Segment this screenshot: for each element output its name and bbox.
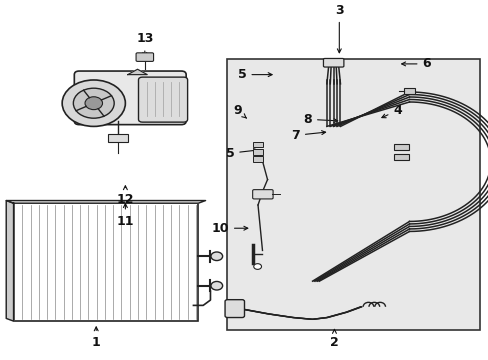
Text: 4: 4: [381, 104, 401, 118]
Polygon shape: [6, 201, 14, 321]
Text: 1: 1: [92, 327, 101, 349]
Bar: [403, 88, 414, 94]
Text: 10: 10: [211, 222, 247, 235]
Bar: [227, 59, 479, 330]
Bar: [14, 203, 198, 321]
Polygon shape: [127, 69, 147, 75]
FancyBboxPatch shape: [74, 71, 186, 125]
Circle shape: [210, 282, 222, 290]
Polygon shape: [6, 201, 205, 203]
Bar: [252, 142, 262, 148]
Text: 6: 6: [401, 57, 430, 71]
Bar: [108, 134, 127, 143]
Text: 8: 8: [303, 113, 337, 126]
Circle shape: [62, 80, 125, 126]
FancyBboxPatch shape: [136, 53, 153, 62]
FancyBboxPatch shape: [138, 77, 187, 122]
Text: 3: 3: [334, 4, 343, 53]
Text: 5: 5: [225, 147, 257, 160]
Bar: [252, 156, 262, 162]
Circle shape: [253, 264, 261, 269]
Text: 11: 11: [116, 204, 134, 228]
Text: 2: 2: [329, 329, 338, 349]
Text: 9: 9: [232, 104, 246, 118]
Text: 7: 7: [290, 129, 325, 142]
Bar: [393, 154, 408, 160]
Circle shape: [73, 88, 114, 118]
FancyBboxPatch shape: [252, 190, 272, 199]
Text: 5: 5: [237, 68, 271, 81]
Text: 12: 12: [116, 186, 134, 206]
Text: 13: 13: [136, 32, 153, 56]
Circle shape: [85, 97, 102, 110]
FancyBboxPatch shape: [323, 58, 343, 67]
Bar: [393, 144, 408, 150]
Circle shape: [210, 252, 222, 261]
Bar: [252, 149, 262, 154]
FancyBboxPatch shape: [224, 300, 244, 318]
